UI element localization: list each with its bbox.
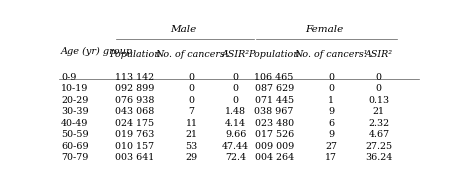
Text: Age (yr) group: Age (yr) group xyxy=(61,47,133,56)
Text: 113 142: 113 142 xyxy=(115,73,154,82)
Text: 36.24: 36.24 xyxy=(365,153,392,162)
Text: 009 009: 009 009 xyxy=(255,142,294,151)
Text: 038 967: 038 967 xyxy=(255,107,294,116)
Text: ASIR²: ASIR² xyxy=(365,50,393,59)
Text: 11: 11 xyxy=(185,119,198,128)
Text: 106 465: 106 465 xyxy=(255,73,294,82)
Text: 27.25: 27.25 xyxy=(365,142,392,151)
Text: 2.32: 2.32 xyxy=(368,119,390,128)
Text: 0: 0 xyxy=(233,84,238,94)
Text: 53: 53 xyxy=(185,142,198,151)
Text: 004 264: 004 264 xyxy=(255,153,294,162)
Text: 50-59: 50-59 xyxy=(61,130,89,139)
Text: 21: 21 xyxy=(373,107,385,116)
Text: 30-39: 30-39 xyxy=(61,107,89,116)
Text: Population: Population xyxy=(109,50,160,59)
Text: 27: 27 xyxy=(325,142,337,151)
Text: 0.13: 0.13 xyxy=(368,96,390,105)
Text: 023 480: 023 480 xyxy=(255,119,294,128)
Text: 0: 0 xyxy=(189,96,194,105)
Text: 076 938: 076 938 xyxy=(115,96,154,105)
Text: 0: 0 xyxy=(328,84,334,94)
Text: 092 899: 092 899 xyxy=(115,84,154,94)
Text: 4.67: 4.67 xyxy=(368,130,390,139)
Text: 087 629: 087 629 xyxy=(255,84,294,94)
Text: 010 157: 010 157 xyxy=(115,142,154,151)
Text: Male: Male xyxy=(170,25,196,34)
Text: 21: 21 xyxy=(185,130,198,139)
Text: 071 445: 071 445 xyxy=(255,96,294,105)
Text: 019 763: 019 763 xyxy=(115,130,154,139)
Text: 40-49: 40-49 xyxy=(61,119,89,128)
Text: 0: 0 xyxy=(189,84,194,94)
Text: 1: 1 xyxy=(328,96,334,105)
Text: 003 641: 003 641 xyxy=(115,153,154,162)
Text: 0: 0 xyxy=(189,73,194,82)
Text: No. of cancers¹: No. of cancers¹ xyxy=(294,50,368,59)
Text: 70-79: 70-79 xyxy=(61,153,89,162)
Text: 9: 9 xyxy=(328,130,334,139)
Text: 6: 6 xyxy=(328,119,334,128)
Text: 0-9: 0-9 xyxy=(61,73,76,82)
Text: Population: Population xyxy=(248,50,300,59)
Text: 0: 0 xyxy=(376,84,382,94)
Text: 043 068: 043 068 xyxy=(115,107,154,116)
Text: 9.66: 9.66 xyxy=(225,130,246,139)
Text: 17: 17 xyxy=(325,153,337,162)
Text: 72.4: 72.4 xyxy=(225,153,246,162)
Text: 0: 0 xyxy=(233,96,238,105)
Text: 1.48: 1.48 xyxy=(225,107,246,116)
Text: 4.14: 4.14 xyxy=(225,119,246,128)
Text: 47.44: 47.44 xyxy=(222,142,249,151)
Text: 7: 7 xyxy=(189,107,194,116)
Text: No. of cancers¹: No. of cancers¹ xyxy=(155,50,228,59)
Text: 024 175: 024 175 xyxy=(115,119,154,128)
Text: 9: 9 xyxy=(328,107,334,116)
Text: 0: 0 xyxy=(376,73,382,82)
Text: 017 526: 017 526 xyxy=(255,130,294,139)
Text: 0: 0 xyxy=(233,73,238,82)
Text: 20-29: 20-29 xyxy=(61,96,89,105)
Text: 10-19: 10-19 xyxy=(61,84,89,94)
Text: 29: 29 xyxy=(185,153,198,162)
Text: 60-69: 60-69 xyxy=(61,142,89,151)
Text: 0: 0 xyxy=(328,73,334,82)
Text: Female: Female xyxy=(306,25,344,34)
Text: ASIR²: ASIR² xyxy=(221,50,250,59)
